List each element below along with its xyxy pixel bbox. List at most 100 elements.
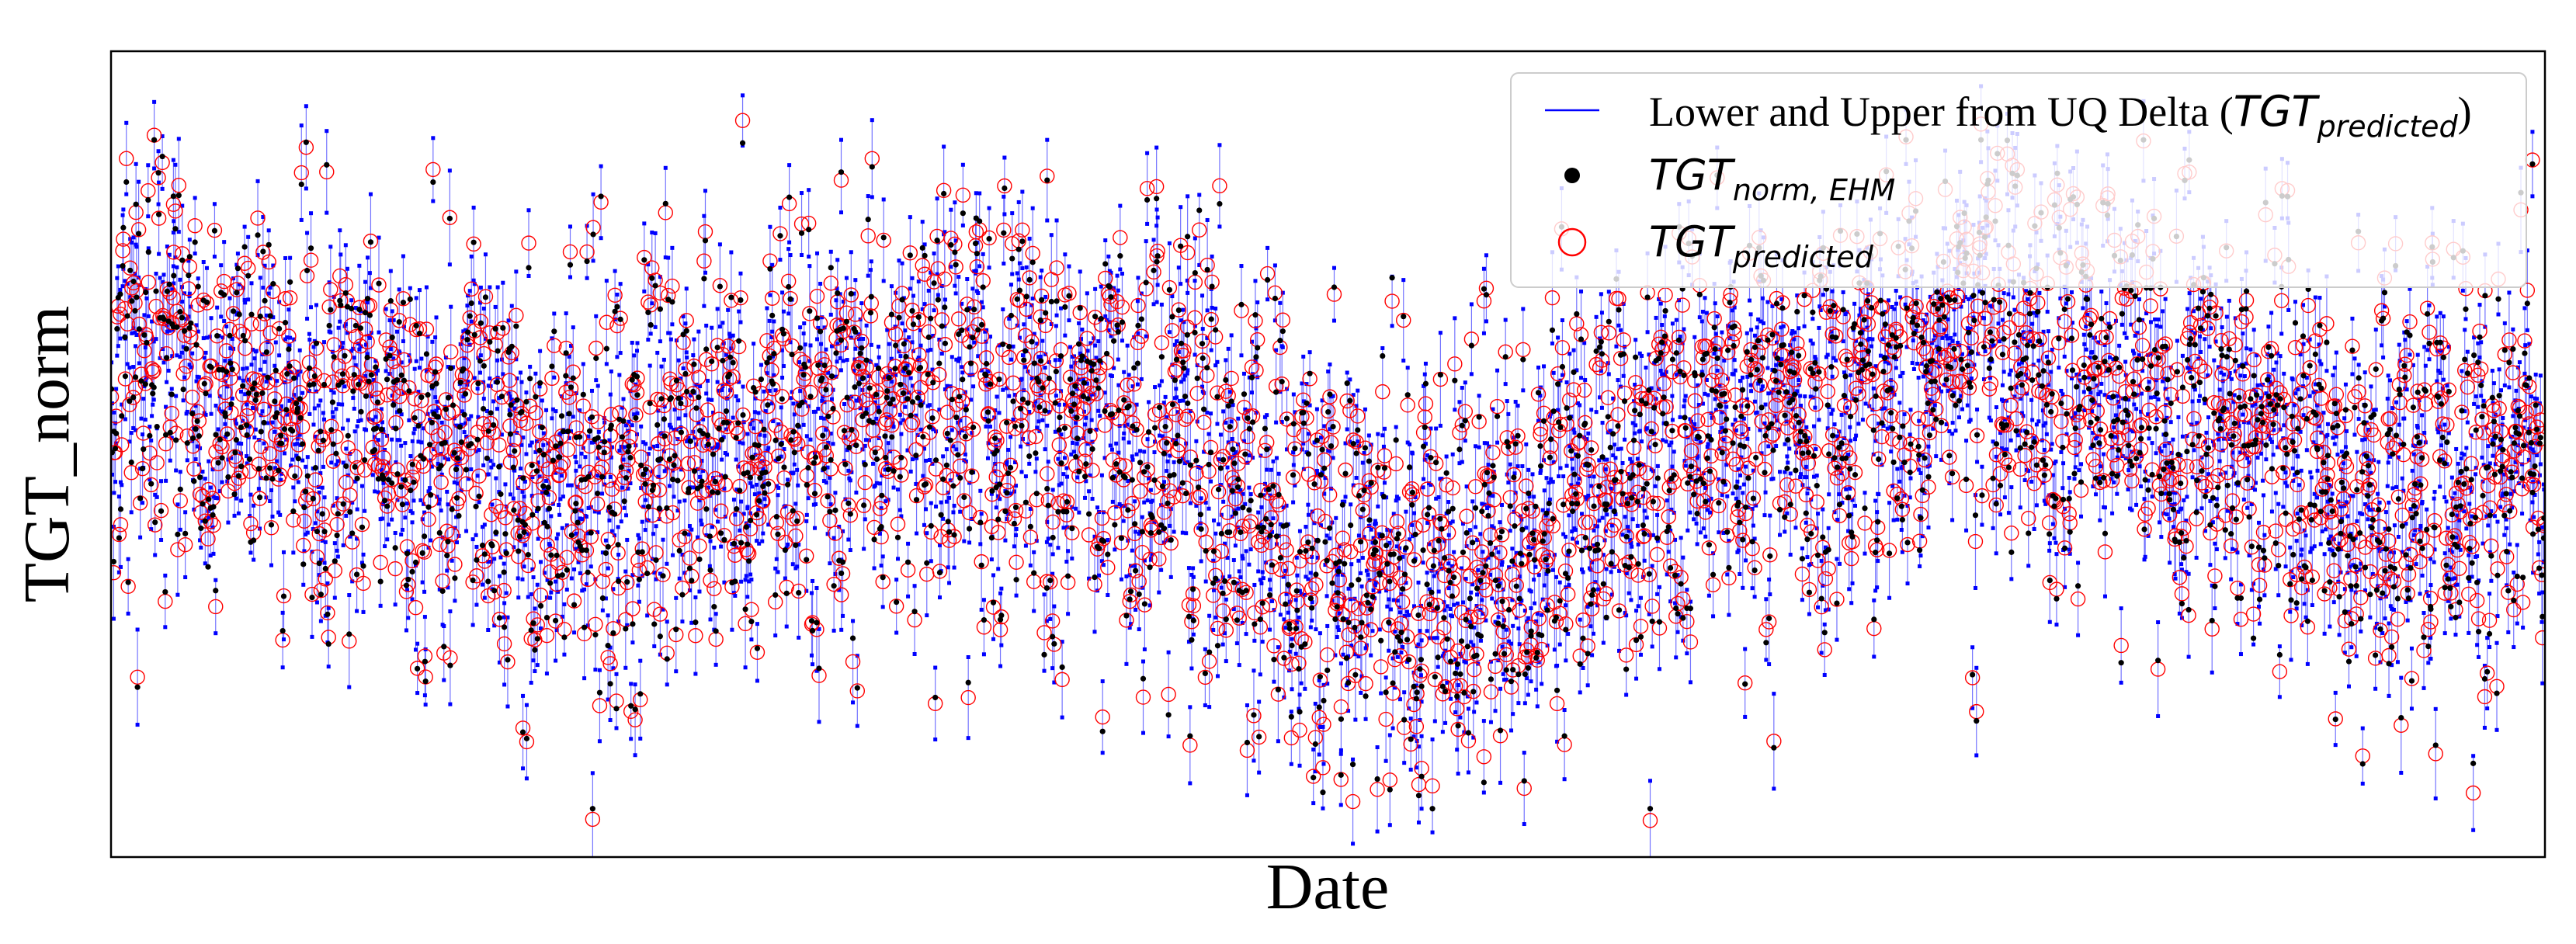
uq-upper-point [880,474,884,478]
uq-upper-point [1283,568,1288,573]
uq-upper-point [1478,532,1483,536]
uq-lower-point [127,439,132,444]
uq-upper-point [820,315,825,320]
uq-lower-point [574,532,578,536]
uq-upper-point [1134,529,1138,534]
uq-upper-point [988,335,992,339]
uq-upper-point [1626,529,1631,533]
uq-lower-point [939,351,944,356]
uq-lower-point [980,368,984,373]
uq-upper-point [1595,524,1599,529]
uq-upper-point [826,370,831,375]
uq-lower-point [1354,476,1359,481]
uq-upper-point [131,365,136,370]
uq-lower-point [280,665,285,670]
uq-upper-point [415,641,420,646]
uq-upper-point [1191,566,1196,571]
uq-upper-point [1397,610,1402,615]
uq-lower-point [1518,602,1522,606]
uq-upper-point [357,263,362,268]
uq-upper-point [495,358,499,363]
uq-lower-point [1609,570,1613,574]
uq-lower-point [1052,680,1057,685]
uq-lower-point [668,425,673,430]
uq-lower-point [554,658,558,663]
uq-lower-point [1446,586,1451,591]
uq-upper-point [1396,496,1401,501]
uq-upper-point [1059,306,1064,311]
uq-lower-point [424,369,429,373]
uq-upper-point [604,279,609,283]
uq-lower-point [976,354,981,359]
uq-lower-point [787,240,792,245]
uq-lower-point [883,467,887,472]
uq-lower-point [820,398,825,403]
uq-lower-point [1591,631,1595,636]
uq-upper-point [1028,506,1033,511]
uq-lower-point [1633,423,1638,428]
uq-lower-point [908,286,912,291]
uq-lower-point [154,337,158,342]
uq-upper-point [1602,457,1607,462]
uq-lower-point [1289,762,1293,766]
uq-upper-point [618,282,623,286]
uq-lower-point [166,368,171,373]
uq-lower-point [192,507,196,512]
uq-upper-point [1052,604,1057,609]
uq-lower-point [179,350,184,355]
uq-upper-point [780,290,785,295]
uq-lower-point [1271,516,1276,521]
uq-lower-point [1445,680,1449,685]
uq-lower-point [1009,491,1013,496]
uq-upper-point [881,197,886,202]
uq-upper-point [422,426,426,431]
uq-upper-point [1240,554,1245,558]
uq-lower-point [672,495,676,499]
uq-upper-point [475,387,480,391]
uq-lower-point [550,416,554,421]
uq-upper-point [352,356,356,360]
uq-upper-point [1466,706,1470,711]
uq-upper-point [752,342,756,346]
uq-upper-point [289,370,293,374]
uq-upper-point [321,411,325,415]
uq-upper-point [655,350,660,355]
uq-lower-point [998,664,1003,668]
uq-upper-point [745,432,750,436]
uq-lower-point [1571,427,1576,432]
uq-upper-point [573,454,578,459]
uq-lower-point [469,467,474,472]
uq-lower-point [1260,640,1265,644]
uq-lower-point [1019,470,1024,474]
uq-upper-point [1421,485,1425,490]
uq-lower-point [1112,366,1116,370]
uq-upper-point [493,304,498,309]
uq-lower-point [825,532,830,536]
uq-upper-point [1002,194,1006,199]
uq-upper-point [165,244,169,248]
uq-upper-point [1311,747,1316,751]
uq-lower-point [1650,644,1654,649]
uq-upper-point [1348,377,1352,382]
uq-lower-point [1338,748,1343,752]
uq-upper-point [1095,505,1100,510]
uq-lower-point [1481,790,1486,795]
uq-lower-point [134,332,139,337]
uq-lower-point [237,376,241,380]
uq-upper-point [1438,331,1442,335]
uq-lower-point [717,446,721,450]
uq-upper-point [129,431,134,436]
uq-lower-point [910,340,915,345]
uq-upper-point [1604,567,1609,571]
uq-upper-point [814,409,818,414]
uq-lower-point [1657,667,1661,672]
uq-lower-point [1154,300,1159,304]
uq-lower-point [549,590,554,595]
uq-lower-point [1297,706,1301,711]
uq-lower-point [276,510,281,515]
uq-lower-point [1504,678,1508,682]
uq-upper-point [966,655,970,660]
uq-upper-point [1083,422,1088,427]
uq-lower-point [305,317,310,321]
uq-upper-point [181,345,186,349]
